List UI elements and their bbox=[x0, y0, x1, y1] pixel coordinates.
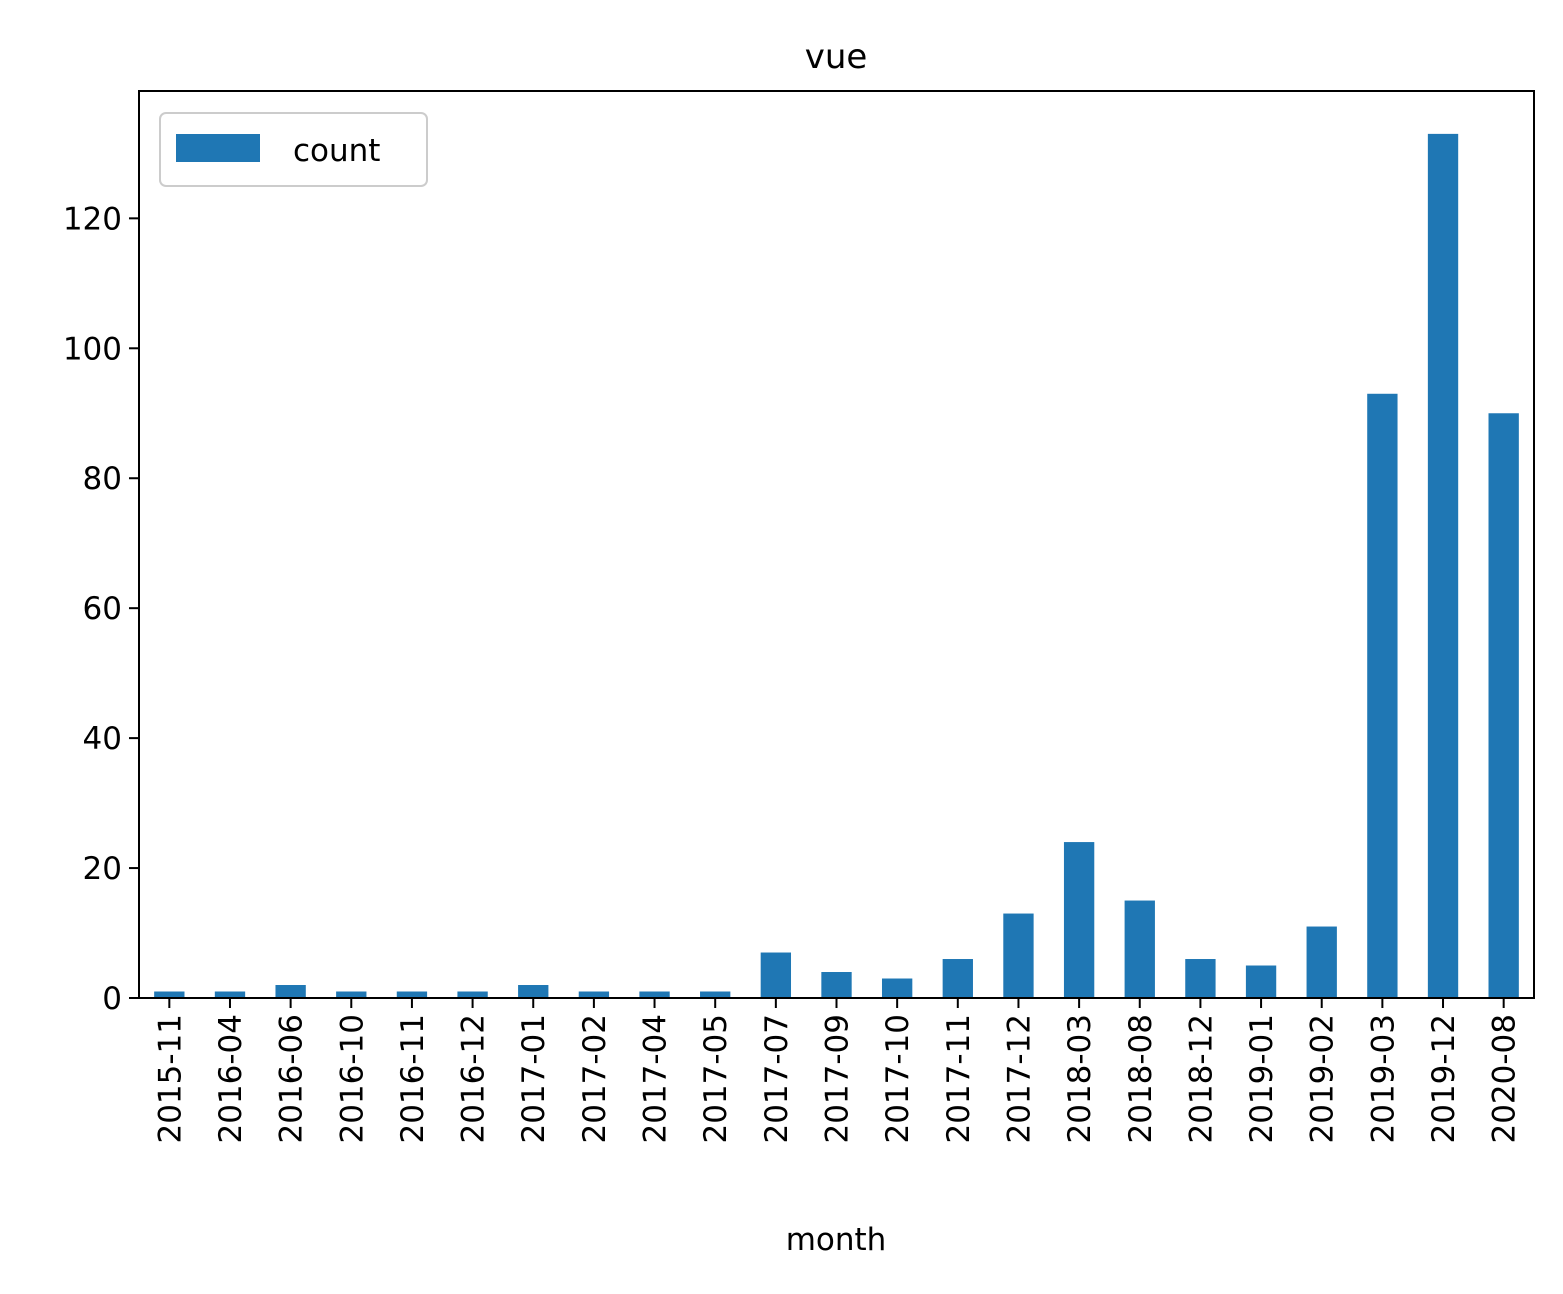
bar-2016-12 bbox=[457, 991, 488, 998]
bar-2017-02 bbox=[578, 991, 610, 998]
x-tick-label-2016-11: 2016-11 bbox=[395, 1014, 431, 1144]
bar-2016-04 bbox=[214, 991, 246, 998]
x-tick-label-2017-02: 2017-02 bbox=[577, 1014, 613, 1144]
x-tick-label-2019-02: 2019-02 bbox=[1305, 1014, 1341, 1144]
x-tick-label-2017-11: 2017-11 bbox=[941, 1014, 977, 1144]
y-tick-label-40: 40 bbox=[83, 721, 122, 757]
legend-swatch bbox=[176, 134, 260, 162]
x-tick-label-2017-05: 2017-05 bbox=[698, 1014, 734, 1144]
y-tick-label-20: 20 bbox=[83, 851, 122, 887]
x-axis: 2015-11 2016-04 2016-06 2016-10 2016-11 2016-… bbox=[152, 998, 1523, 1144]
x-tick-label-2016-06: 2016-06 bbox=[274, 1014, 310, 1144]
x-tick-label-2017-01: 2017-01 bbox=[516, 1014, 552, 1144]
x-axis-label: month bbox=[786, 1222, 887, 1258]
x-tick-label-2017-09: 2017-09 bbox=[820, 1014, 856, 1144]
x-tick-label-2016-10: 2016-10 bbox=[334, 1014, 370, 1144]
legend: count bbox=[159, 112, 428, 187]
x-tick-label-2020-08: 2020-08 bbox=[1487, 1014, 1523, 1144]
bar-2019-03 bbox=[1367, 393, 1398, 998]
bar-2017-07 bbox=[760, 952, 792, 998]
bar-2016-11 bbox=[396, 991, 428, 998]
plot-frame bbox=[138, 90, 1535, 999]
x-tick-label-2017-12: 2017-12 bbox=[1001, 1014, 1037, 1144]
chart-title: vue bbox=[805, 37, 868, 77]
bar-2017-05 bbox=[700, 991, 731, 998]
x-tick-label-2016-04: 2016-04 bbox=[213, 1014, 249, 1144]
bar-2018-08 bbox=[1124, 900, 1155, 998]
bar-2017-12 bbox=[1003, 913, 1034, 998]
x-tick-label-2019-03: 2019-03 bbox=[1365, 1014, 1401, 1144]
y-tick-label-60: 60 bbox=[83, 591, 122, 627]
y-axis: 0 20 40 60 80 100 120 bbox=[63, 201, 139, 1017]
bar-2017-01 bbox=[518, 985, 549, 998]
x-tick-label-2019-12: 2019-12 bbox=[1426, 1014, 1462, 1144]
bar-2019-01 bbox=[1245, 965, 1277, 998]
x-tick-label-2018-03: 2018-03 bbox=[1062, 1014, 1098, 1144]
bar-2016-06 bbox=[275, 985, 306, 998]
bar-2018-12 bbox=[1185, 959, 1216, 998]
y-tick-label-100: 100 bbox=[63, 331, 122, 367]
x-tick-label-2016-12: 2016-12 bbox=[456, 1014, 492, 1144]
bar-2019-02 bbox=[1306, 926, 1337, 998]
bar-2016-10 bbox=[336, 991, 367, 998]
x-tick-label-2015-11: 2015-11 bbox=[152, 1014, 188, 1144]
bar-2017-04 bbox=[639, 991, 670, 998]
bar-2020-08 bbox=[1488, 413, 1519, 998]
x-tick-label-2019-01: 2019-01 bbox=[1244, 1014, 1280, 1144]
x-tick-label-2017-04: 2017-04 bbox=[638, 1014, 674, 1144]
bars-layer bbox=[154, 133, 1519, 998]
bar-2018-03 bbox=[1063, 842, 1095, 998]
x-tick-label-2017-10: 2017-10 bbox=[880, 1014, 916, 1144]
bar-2017-10 bbox=[881, 978, 913, 998]
bar-2015-11 bbox=[154, 991, 185, 998]
y-tick-label-0: 0 bbox=[102, 981, 122, 1017]
legend-frame bbox=[159, 112, 428, 187]
bar-2017-09 bbox=[821, 972, 852, 998]
y-tick-label-120: 120 bbox=[63, 201, 122, 237]
x-tick-label-2017-07: 2017-07 bbox=[759, 1014, 795, 1144]
x-tick-label-2018-08: 2018-08 bbox=[1123, 1014, 1159, 1144]
y-tick-label-80: 80 bbox=[83, 461, 122, 497]
bar-2019-12 bbox=[1427, 133, 1459, 998]
bar-2017-11 bbox=[942, 959, 973, 998]
x-tick-label-2018-12: 2018-12 bbox=[1183, 1014, 1219, 1144]
legend-entry-label: count bbox=[293, 133, 380, 169]
